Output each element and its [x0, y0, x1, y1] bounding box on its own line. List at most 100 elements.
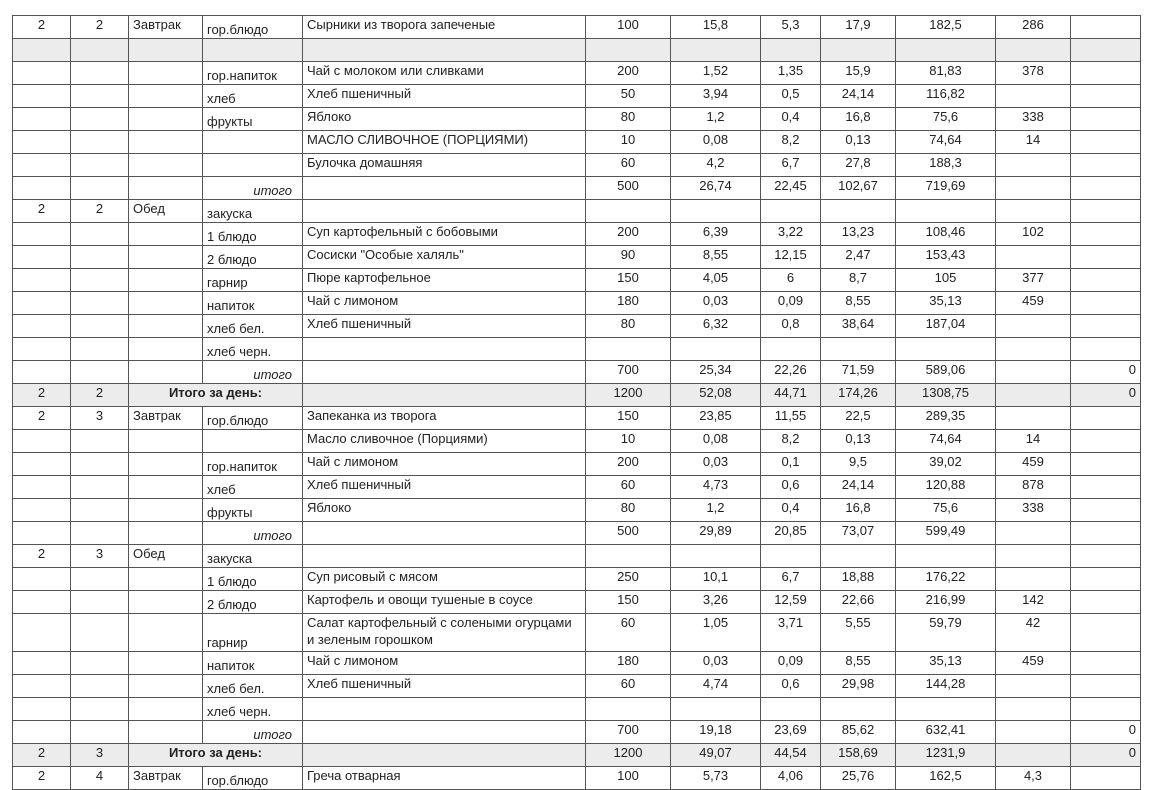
weight-cell: 10 [585, 130, 671, 154]
category-cell [202, 429, 303, 453]
protein-cell: 23,85 [670, 406, 761, 430]
category-cell: фрукты [202, 107, 303, 131]
dish-cell: Сырники из творога запеченые [302, 15, 586, 39]
extra-cell: 0 [1070, 360, 1141, 384]
day-cell [70, 590, 129, 614]
fat-cell: 0,6 [760, 674, 821, 698]
meal-cell [128, 452, 203, 476]
week-cell: 2 [12, 743, 71, 767]
category-cell: закуска [202, 199, 303, 223]
table-row: фрукты Яблоко 80 1,2 0,4 16,8 75,6 338 [12, 107, 1141, 131]
fat-cell: 44,54 [760, 743, 821, 767]
recipe-cell: 286 [995, 15, 1071, 39]
protein-cell: 5,73 [670, 766, 761, 790]
kcal-cell: 589,06 [895, 360, 996, 384]
category-cell: гарнир [202, 613, 303, 652]
extra-cell: 0 [1070, 720, 1141, 744]
carbs-cell: 73,07 [820, 521, 896, 545]
fat-cell: 11,55 [760, 406, 821, 430]
carbs-cell: 8,55 [820, 651, 896, 675]
meal-cell [128, 291, 203, 315]
week-cell [12, 107, 71, 131]
meal-total-row: итого 500 29,89 20,85 73,07 599,49 [12, 521, 1141, 545]
kcal-cell: 75,6 [895, 107, 996, 131]
weight-cell: 200 [585, 61, 671, 85]
kcal-cell: 39,02 [895, 452, 996, 476]
carbs-cell: 22,5 [820, 406, 896, 430]
day-cell [70, 521, 129, 545]
recipe-cell: 42 [995, 613, 1071, 652]
kcal-cell: 289,35 [895, 406, 996, 430]
fat-cell: 8,2 [760, 429, 821, 453]
day-cell [70, 651, 129, 675]
recipe-cell: 14 [995, 429, 1071, 453]
category-cell: итого [202, 360, 303, 384]
carbs-cell: 27,8 [820, 153, 896, 177]
weight-cell: 250 [585, 567, 671, 591]
category-cell [202, 38, 303, 62]
protein-cell: 0,03 [670, 651, 761, 675]
weight-cell: 10 [585, 429, 671, 453]
dish-cell: Чай с лимоном [302, 291, 586, 315]
meal-cell [128, 153, 203, 177]
meal-cell [128, 245, 203, 269]
table-row: 2 блюдо Сосиски "Особые халяль" 90 8,55 12,1… [12, 245, 1141, 269]
dish-cell [302, 199, 586, 223]
extra-cell [1070, 15, 1141, 39]
dish-cell [302, 720, 586, 744]
weight-cell: 80 [585, 498, 671, 522]
protein-cell [670, 38, 761, 62]
category-cell: итого [202, 176, 303, 200]
kcal-cell: 153,43 [895, 245, 996, 269]
recipe-cell: 102 [995, 222, 1071, 246]
fat-cell: 44,71 [760, 383, 821, 407]
fat-cell: 20,85 [760, 521, 821, 545]
extra-cell [1070, 498, 1141, 522]
extra-cell [1070, 521, 1141, 545]
meal-cell [128, 651, 203, 675]
week-cell [12, 130, 71, 154]
weight-cell: 100 [585, 15, 671, 39]
dish-cell: Греча отварная [302, 766, 586, 790]
weight-cell: 50 [585, 84, 671, 108]
meal-cell [128, 567, 203, 591]
kcal-cell: 188,3 [895, 153, 996, 177]
table-row: гор.напиток Чай с лимоном 200 0,03 0,1 9,5 39,… [12, 452, 1141, 476]
week-cell [12, 567, 71, 591]
day-cell: 3 [70, 406, 129, 430]
fat-cell: 3,71 [760, 613, 821, 652]
category-cell [202, 130, 303, 154]
recipe-cell [995, 521, 1071, 545]
kcal-cell: 74,64 [895, 429, 996, 453]
kcal-cell: 632,41 [895, 720, 996, 744]
category-cell: гор.напиток [202, 61, 303, 85]
meal-cell [128, 521, 203, 545]
carbs-cell: 16,8 [820, 498, 896, 522]
dish-cell [302, 360, 586, 384]
dish-cell: Яблоко [302, 498, 586, 522]
day-cell [70, 176, 129, 200]
fat-cell: 0,8 [760, 314, 821, 338]
recipe-cell [995, 314, 1071, 338]
day-cell [70, 337, 129, 361]
dish-cell: Чай с лимоном [302, 452, 586, 476]
protein-cell: 3,26 [670, 590, 761, 614]
fat-cell [760, 38, 821, 62]
extra-cell [1070, 268, 1141, 292]
dish-cell: МАСЛО СЛИВОЧНОЕ (ПОРЦИЯМИ) [302, 130, 586, 154]
fat-cell [760, 697, 821, 721]
extra-cell [1070, 475, 1141, 499]
recipe-cell [995, 245, 1071, 269]
category-cell: 1 блюдо [202, 222, 303, 246]
dish-cell: Суп рисовый с мясом [302, 567, 586, 591]
kcal-cell [895, 38, 996, 62]
carbs-cell: 158,69 [820, 743, 896, 767]
meal-total-row: итого 500 26,74 22,45 102,67 719,69 [12, 176, 1141, 200]
protein-cell: 6,39 [670, 222, 761, 246]
fat-cell: 0,4 [760, 498, 821, 522]
dish-cell [302, 544, 586, 568]
week-cell: 2 [12, 15, 71, 39]
meal-cell [128, 674, 203, 698]
day-total-row: 2 3 Итого за день: 1200 49,07 44,54 158,69 1231… [12, 743, 1141, 767]
week-cell: 2 [12, 766, 71, 790]
